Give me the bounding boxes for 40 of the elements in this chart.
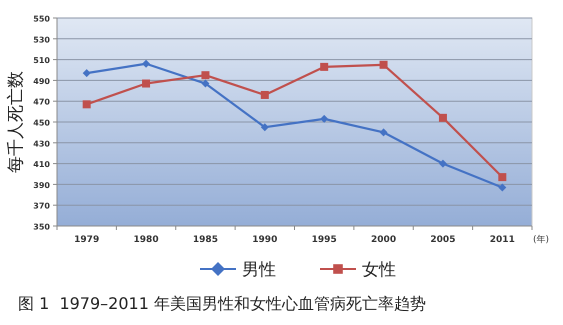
point — [498, 173, 506, 182]
x-axis-title: (年) — [533, 234, 550, 245]
point — [438, 160, 447, 168]
y-tick-label: 430 — [33, 139, 50, 148]
y-tick-label: 390 — [33, 180, 50, 190]
x-tick-label: 2000 — [371, 235, 396, 245]
point — [82, 100, 91, 108]
point — [82, 69, 91, 78]
legend-label: 男性 — [242, 260, 276, 280]
x-tick-label: 1995 — [312, 235, 337, 245]
x-tick-label: 1979 — [74, 235, 100, 245]
point — [260, 90, 269, 99]
point — [260, 123, 269, 132]
x-tick-label: 2005 — [430, 235, 456, 245]
y-tick-label: 410 — [33, 160, 50, 170]
point — [142, 60, 150, 68]
y-tick-label: 530 — [33, 35, 50, 44]
y-tick-label: 450 — [33, 118, 50, 128]
y-tick-label: 470 — [33, 98, 50, 107]
point — [380, 60, 388, 69]
point — [320, 62, 328, 71]
point — [380, 128, 388, 136]
x-tick-label: 1985 — [192, 235, 218, 245]
point — [201, 80, 210, 88]
text: 图 1 1979–2011 年美国男性和女性心血管病死亡率趋势 — [18, 294, 426, 313]
x-tick-label: 1980 — [134, 235, 159, 245]
point — [201, 71, 210, 80]
y-tick-label: 550 — [33, 14, 50, 24]
x-tick-label: 2011 — [490, 235, 515, 245]
point — [498, 184, 506, 192]
y-tick-label: 490 — [33, 76, 50, 86]
y-tick-label: 510 — [33, 56, 50, 66]
y-tick-label: 350 — [33, 222, 50, 232]
point — [320, 114, 328, 123]
y-axis-title: 每千人死亡数 — [6, 71, 26, 173]
x-tick-label: 1990 — [252, 235, 278, 245]
y-tick-label: 370 — [33, 202, 50, 211]
point — [142, 80, 150, 88]
point — [438, 114, 447, 122]
legend-label: 女性 — [362, 260, 396, 280]
